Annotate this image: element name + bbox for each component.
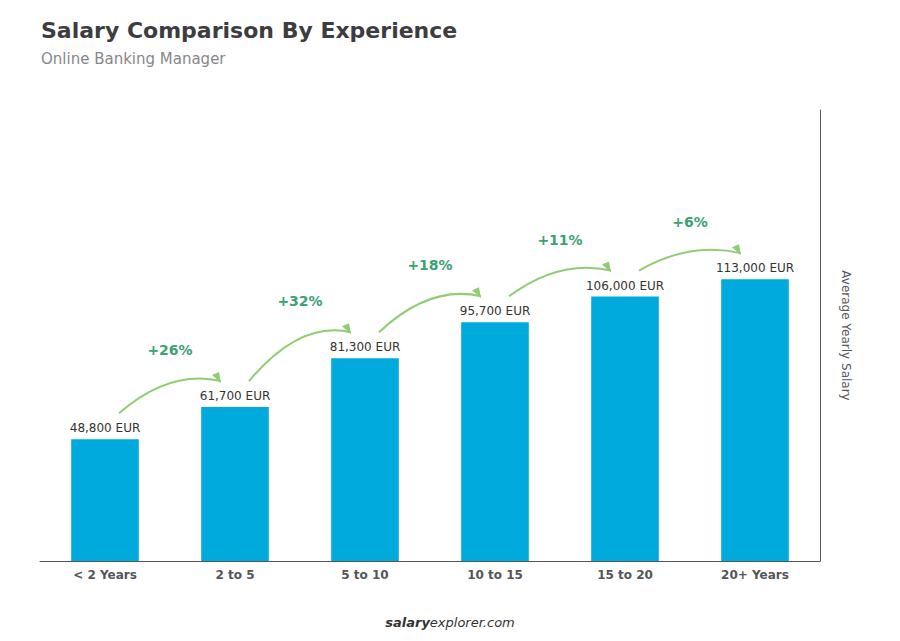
- svg-text:+18%: +18%: [407, 257, 452, 273]
- svg-text:20+ Years: 20+ Years: [721, 568, 789, 582]
- svg-text:salary: salary: [385, 615, 430, 630]
- svg-text:+26%: +26%: [147, 342, 192, 358]
- svg-text:Online Banking Manager: Online Banking Manager: [41, 50, 226, 68]
- svg-text:+11%: +11%: [537, 232, 582, 248]
- svg-text:106,000 EUR: 106,000 EUR: [586, 279, 664, 293]
- svg-text:explorer.com: explorer.com: [430, 615, 515, 630]
- svg-text:< 2 Years: < 2 Years: [73, 568, 137, 582]
- svg-text:5 to 10: 5 to 10: [341, 568, 388, 582]
- svg-text:+6%: +6%: [672, 214, 708, 230]
- svg-text:10 to 15: 10 to 15: [467, 568, 523, 582]
- svg-text:81,300 EUR: 81,300 EUR: [330, 340, 401, 354]
- svg-text:Salary Comparison By Experienc: Salary Comparison By Experience: [41, 18, 457, 43]
- svg-text:113,000 EUR: 113,000 EUR: [716, 261, 794, 275]
- svg-text:Average Yearly Salary: Average Yearly Salary: [839, 270, 853, 400]
- svg-text:95,700 EUR: 95,700 EUR: [460, 304, 531, 318]
- svg-text:15 to 20: 15 to 20: [597, 568, 653, 582]
- svg-text:2 to 5: 2 to 5: [215, 568, 254, 582]
- svg-text:+32%: +32%: [277, 293, 322, 309]
- svg-text:48,800 EUR: 48,800 EUR: [70, 421, 141, 435]
- svg-text:61,700 EUR: 61,700 EUR: [200, 389, 271, 403]
